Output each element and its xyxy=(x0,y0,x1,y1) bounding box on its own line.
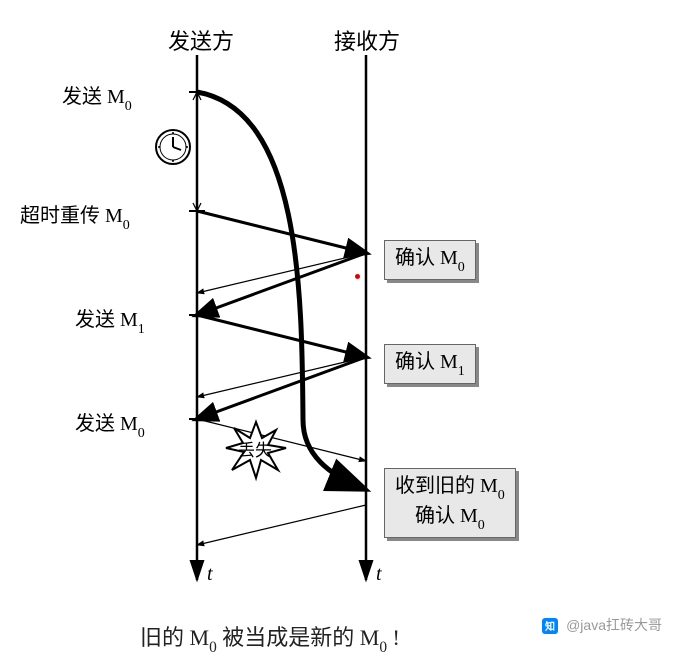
box-ack-m1: 确认 M1 xyxy=(384,344,476,384)
protocol-sequence-diagram: 发送方 接收方 发送 M0 超时重传 M0 发送 M1 发送 M0 确认 M0 … xyxy=(0,0,680,657)
box-old-m0: 收到旧的 M0 确认 M0 xyxy=(384,468,516,538)
lost-label: 丢失 xyxy=(238,436,272,461)
label-send-m0b: 发送 M0 xyxy=(75,407,145,440)
label-send-m0: 发送 M0 xyxy=(62,80,132,113)
svg-text:知: 知 xyxy=(544,620,555,633)
red-dot-marker xyxy=(355,274,360,279)
box-ack-m0: 确认 M0 xyxy=(384,240,476,280)
time-label-receiver: t xyxy=(376,563,382,586)
time-label-sender: t xyxy=(207,563,213,586)
label-send-m1: 发送 M1 xyxy=(75,303,145,336)
zhihu-watermark: 知 @java扛砖大哥 xyxy=(542,615,662,635)
label-retransmit-m0: 超时重传 M0 xyxy=(20,199,130,232)
sender-header: 发送方 xyxy=(168,24,234,56)
receiver-header: 接收方 xyxy=(334,24,400,56)
diagram-caption: 旧的 M0 被当成是新的 M0 ! xyxy=(140,620,400,655)
